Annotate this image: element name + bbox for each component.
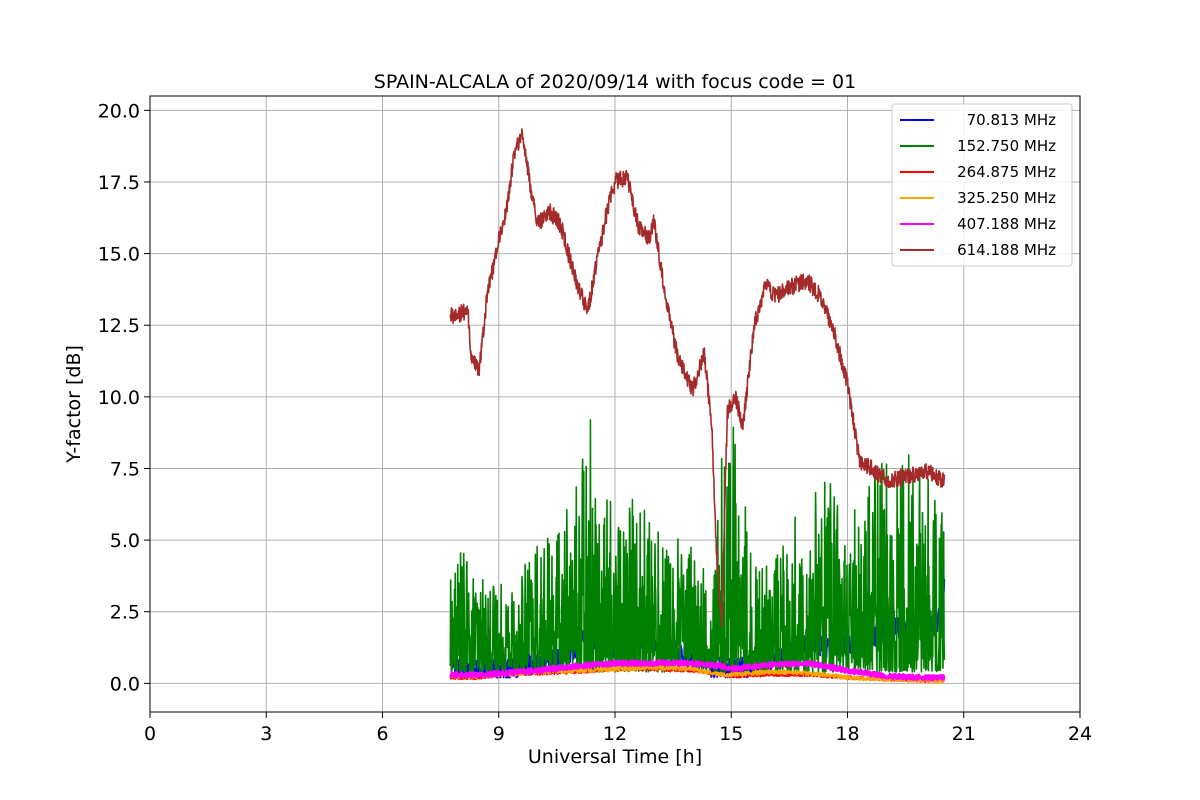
x-tick-label: 21 [952,723,976,745]
x-tick-label: 18 [835,723,859,745]
chart-title: SPAIN-ALCALA of 2020/09/14 with focus co… [374,71,856,93]
x-tick-label: 15 [719,723,743,745]
y-tick-label: 20.0 [98,100,140,122]
x-tick-label: 3 [260,723,272,745]
y-axis: 0.0 2.5 5.0 7.5 10.0 12.5 15.0 17.5 20.0 [98,100,150,695]
legend-label: 152.750 MHz [957,137,1056,155]
y-tick-label: 10.0 [98,387,140,409]
x-tick-label: 9 [493,723,505,745]
x-tick-label: 24 [1068,723,1092,745]
y-axis-label: Y-factor [dB] [63,345,85,464]
legend: 70.813 MHz 152.750 MHz 264.875 MHz 325.250 … [891,103,1073,267]
y-tick-label: 7.5 [110,458,140,480]
x-axis-label: Universal Time [h] [528,746,702,768]
legend-label: 614.188 MHz [957,241,1056,259]
legend-label: 264.875 MHz [957,163,1056,181]
x-tick-label: 6 [376,723,388,745]
series-line-1 [449,419,946,673]
legend-label: 325.250 MHz [957,189,1056,207]
series-group [449,128,946,684]
plot-area [449,128,946,684]
legend-label: 70.813 MHz [967,111,1056,129]
y-tick-label: 17.5 [98,172,140,194]
x-axis: 0 3 6 9 12 15 18 21 24 [144,712,1092,745]
x-tick-label: 12 [603,723,627,745]
y-tick-label: 0.0 [110,673,140,695]
y-tick-label: 12.5 [98,315,140,337]
legend-label: 407.188 MHz [957,215,1056,233]
x-tick-label: 0 [144,723,156,745]
legend-box [891,103,1073,267]
y-tick-label: 2.5 [110,602,140,624]
y-tick-label: 5.0 [110,530,140,552]
series-line-4 [449,659,946,682]
series-line-5 [449,128,946,628]
y-tick-label: 15.0 [98,244,140,266]
